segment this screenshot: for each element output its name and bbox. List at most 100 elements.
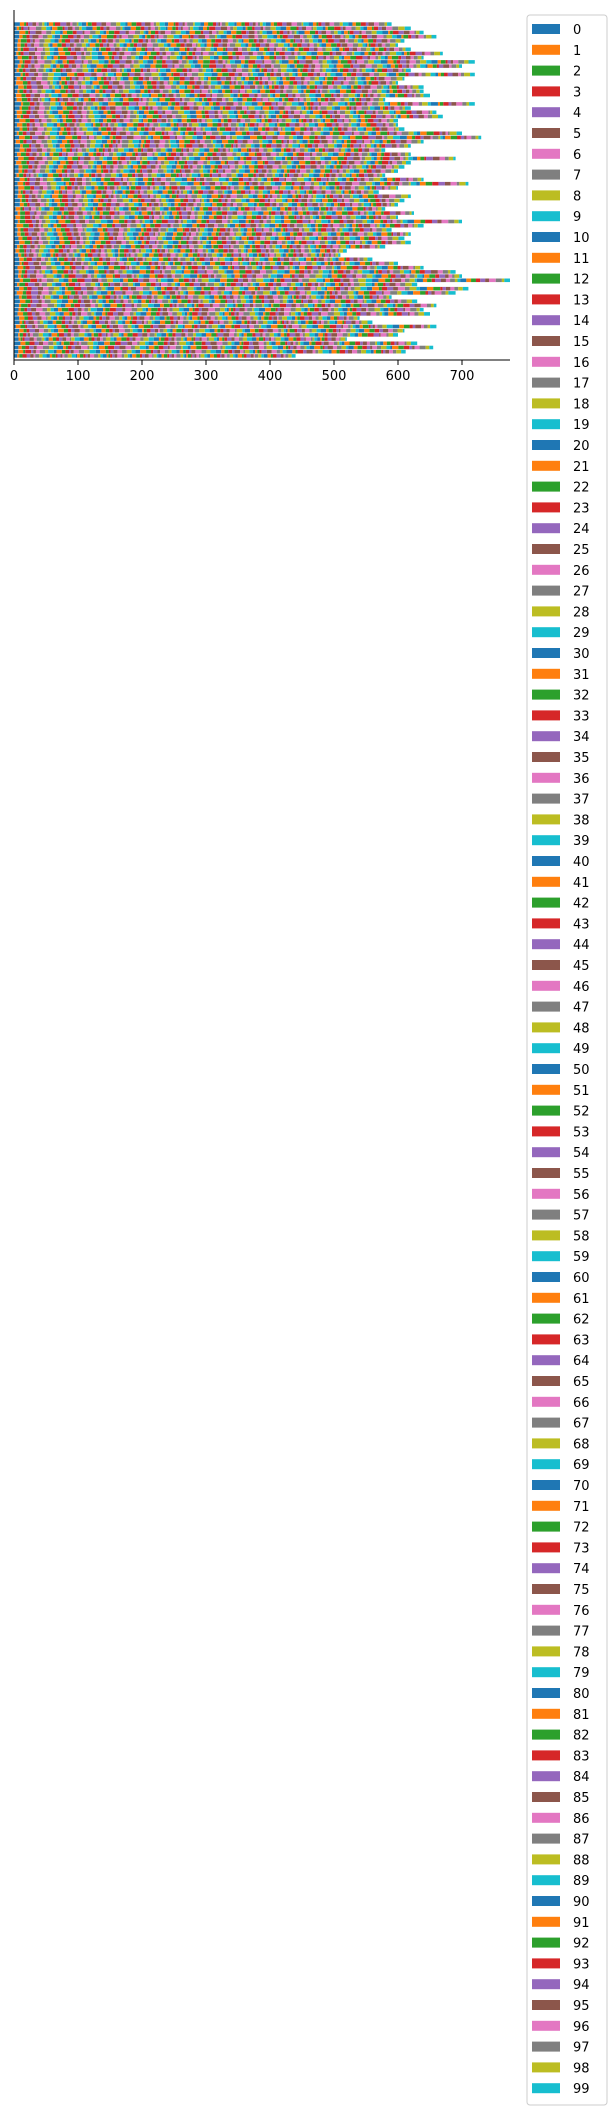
bar-segment-row36-series89	[364, 203, 370, 207]
bar-segment-row28-series47	[193, 237, 198, 241]
bar-segment-row2-series14	[72, 346, 76, 350]
bar-segment-row14-series36	[152, 295, 154, 299]
bar-segment-row0-series16	[62, 354, 64, 358]
bar-segment-row38-series44	[179, 195, 186, 199]
bar-segment-row34-series30	[139, 211, 142, 215]
bar-segment-row10-series62	[265, 312, 269, 316]
bar-segment-row18-series23	[133, 279, 138, 283]
bar-segment-row8-series71	[277, 321, 280, 325]
bar-segment-row15-series24	[115, 291, 122, 295]
bar-segment-row18-series2	[23, 279, 30, 283]
bar-segment-row21-series75	[318, 266, 321, 270]
bar-segment-row19-series86	[406, 274, 410, 278]
bar-segment-row28-series14	[73, 237, 77, 241]
bar-segment-row47-series57	[267, 157, 273, 161]
bar-segment-row33-series94	[376, 216, 378, 220]
bar-segment-row6-series78	[312, 329, 317, 333]
bar-segment-row38-series27	[116, 195, 120, 199]
bar-segment-row48-series91	[377, 153, 381, 157]
bar-segment-row25-series37	[139, 249, 141, 253]
bar-segment-row44-series42	[176, 169, 180, 173]
bar-segment-row4-series84	[301, 337, 305, 341]
bar-segment-row42-series86	[365, 178, 369, 182]
bar-segment-row5-series2	[20, 333, 23, 337]
bar-segment-row45-series53	[218, 165, 222, 169]
bar-segment-row48-series41	[166, 153, 168, 157]
bar-segment-row17-series87	[354, 283, 359, 287]
bar-segment-row2-series39	[183, 346, 188, 350]
bar-segment-row35-series17	[79, 207, 82, 211]
bar-segment-row17-series54	[236, 283, 241, 287]
bar-segment-row28-series29	[129, 237, 133, 241]
bar-segment-row3-series17	[81, 342, 87, 346]
bar-segment-row10-series85	[366, 312, 370, 316]
bar-segment-row8-series38	[148, 321, 152, 325]
bar-segment-row18-series18	[107, 279, 113, 283]
bar-segment-row32-series15	[79, 220, 85, 224]
bar-segment-row37-series31	[133, 199, 139, 203]
bar-segment-row46-series51	[221, 161, 225, 165]
bar-segment-row6-series90	[359, 329, 364, 333]
bar-segment-row37-series75	[301, 199, 307, 203]
bar-segment-row49-series7	[47, 148, 51, 152]
bar-segment-row36-series56	[233, 203, 237, 207]
bar-segment-row39-series45	[177, 190, 180, 194]
bar-segment-row30-series15	[73, 228, 78, 232]
bar-segment-row23-series31	[127, 258, 129, 262]
bar-segment-row45-series67	[279, 165, 282, 169]
bar-segment-row48-series34	[138, 153, 141, 157]
bar-segment-row47-series67	[310, 157, 315, 161]
bar-segment-row24-series26	[101, 253, 106, 257]
bar-segment-row34-series13	[69, 211, 75, 215]
bar-segment-row25-series11	[50, 249, 54, 253]
bar-segment-row15-series13	[75, 291, 77, 295]
bar-segment-row49-series42	[176, 148, 181, 152]
bar-segment-row1-series85	[348, 350, 352, 354]
bar-segment-row39-series33	[130, 190, 135, 194]
bar-segment-row30-series46	[196, 228, 198, 232]
bar-segment-row28-series94	[375, 237, 378, 241]
bar-segment-row23-series79	[299, 258, 304, 262]
bar-segment-row29-series50	[208, 232, 212, 236]
bar-segment-row18-series54	[285, 279, 292, 283]
bar-segment-row13-series30	[138, 300, 141, 304]
bar-segment-row31-series82	[356, 224, 358, 228]
bar-segment-row40-series76	[314, 186, 319, 190]
bar-segment-row30-series88	[340, 228, 343, 232]
bar-segment-row6-series93	[375, 329, 380, 333]
bar-segment-row19-series47	[216, 274, 221, 278]
bar-segment-row34-series15	[77, 211, 83, 215]
bar-segment-row16-series80	[367, 287, 372, 291]
bar-segment-row0-series38	[124, 354, 128, 358]
bar-segment-row22-series40	[170, 262, 173, 266]
bar-segment-row30-series33	[146, 228, 151, 232]
bar-segment-row3-series58	[267, 342, 269, 346]
bar-segment-row47-series21	[112, 157, 117, 161]
bar-segment-row7-series40	[183, 325, 185, 329]
bar-segment-row48-series40	[161, 153, 167, 157]
bar-segment-row25-series7	[35, 249, 39, 253]
bar-segment-row28-series73	[286, 237, 290, 241]
bar-segment-row29-series49	[202, 232, 207, 236]
bar-segment-row30-series98	[382, 228, 386, 232]
bar-segment-row39-series99	[373, 190, 378, 194]
bar-segment-row34-series81	[336, 211, 342, 215]
bar-segment-row49-series21	[96, 148, 98, 152]
bar-segment-row41-series58	[264, 182, 270, 186]
bar-segment-row22-series29	[131, 262, 137, 266]
bar-segment-row16-series2	[24, 287, 28, 291]
bar-segment-row16-series4	[32, 287, 38, 291]
bar-segment-row31-series94	[401, 224, 405, 228]
bar-segment-row21-series60	[259, 266, 262, 270]
bar-segment-row8-series27	[111, 321, 116, 325]
bar-segment-row10-series84	[360, 312, 366, 316]
bar-segment-row46-series77	[325, 161, 328, 165]
bar-segment-row36-series76	[318, 203, 320, 207]
bar-segment-row39-series92	[349, 190, 352, 194]
bar-segment-row26-series80	[314, 245, 316, 249]
bar-segment-row20-series34	[154, 270, 160, 274]
bar-segment-row35-series66	[256, 207, 262, 211]
bar-segment-row16-series99	[463, 287, 469, 291]
bar-segment-row16-series94	[443, 287, 446, 291]
bar-segment-row43-series77	[302, 174, 304, 178]
